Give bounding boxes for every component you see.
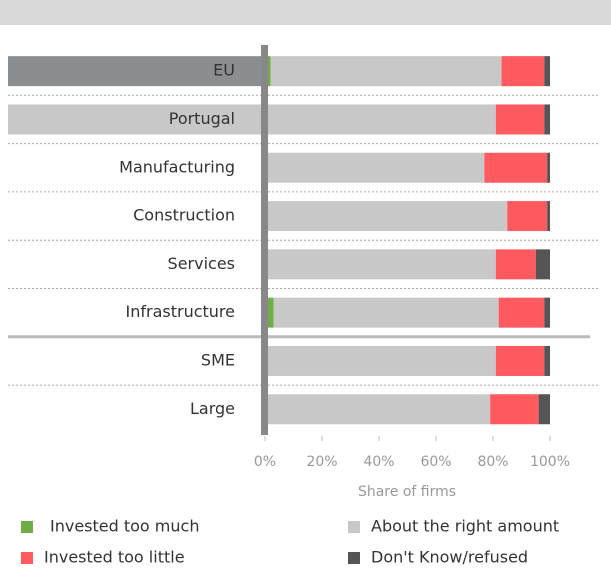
- top-banner: [0, 0, 611, 25]
- category-label: Portugal: [169, 109, 235, 128]
- category-highlight: [8, 104, 262, 135]
- category-label: Services: [168, 254, 235, 273]
- bar-segment: [538, 394, 550, 425]
- x-tick-label: 100%: [530, 454, 570, 470]
- x-tick-label: 40%: [363, 454, 394, 470]
- bar-segment: [265, 152, 485, 183]
- legend-swatch: [21, 521, 33, 533]
- legend-swatch: [21, 552, 33, 564]
- legend-swatch: [348, 552, 360, 564]
- bar-segment: [490, 394, 539, 425]
- bar-segment: [265, 394, 491, 425]
- bar-segment: [270, 56, 502, 87]
- bar-segment: [265, 249, 496, 280]
- bar-segment: [544, 345, 550, 376]
- bar-segment: [547, 152, 550, 183]
- bar-segment: [544, 104, 550, 135]
- bar-segment: [507, 201, 548, 232]
- bar-segment: [484, 152, 548, 183]
- legend-label: Invested too little: [44, 548, 185, 567]
- bar-segment: [267, 345, 496, 376]
- bar-segment: [495, 345, 545, 376]
- bar-segment: [265, 297, 274, 328]
- y-axis-bar: [261, 45, 268, 435]
- legend-label: Don't Know/refused: [371, 548, 528, 567]
- category-label: Large: [190, 399, 235, 418]
- legend-swatch: [348, 521, 360, 533]
- x-tick-label: 60%: [420, 454, 451, 470]
- x-tick-label: 20%: [306, 454, 337, 470]
- bar-segment: [265, 104, 496, 135]
- category-label: Infrastructure: [126, 302, 235, 321]
- bar-segment: [265, 201, 508, 232]
- category-label: EU: [213, 61, 235, 80]
- x-tick-label: 0%: [254, 454, 276, 470]
- bar-segment: [544, 56, 550, 87]
- bar-segment: [501, 56, 545, 87]
- category-highlight: [8, 56, 262, 87]
- x-axis-label: Share of firms: [358, 484, 456, 500]
- bar-segment: [273, 297, 499, 328]
- x-tick-label: 80%: [477, 454, 508, 470]
- category-label: Construction: [133, 206, 235, 225]
- bar-segment: [498, 297, 545, 328]
- bar-segment: [495, 249, 536, 280]
- bar-segment: [535, 249, 550, 280]
- legend-label: About the right amount: [371, 517, 559, 536]
- bar-segment: [547, 201, 550, 232]
- category-label: SME: [201, 350, 235, 369]
- category-label: Manufacturing: [119, 157, 235, 176]
- bar-segment: [544, 297, 550, 328]
- legend-label: Invested too much: [50, 517, 199, 536]
- bar-segment: [495, 104, 545, 135]
